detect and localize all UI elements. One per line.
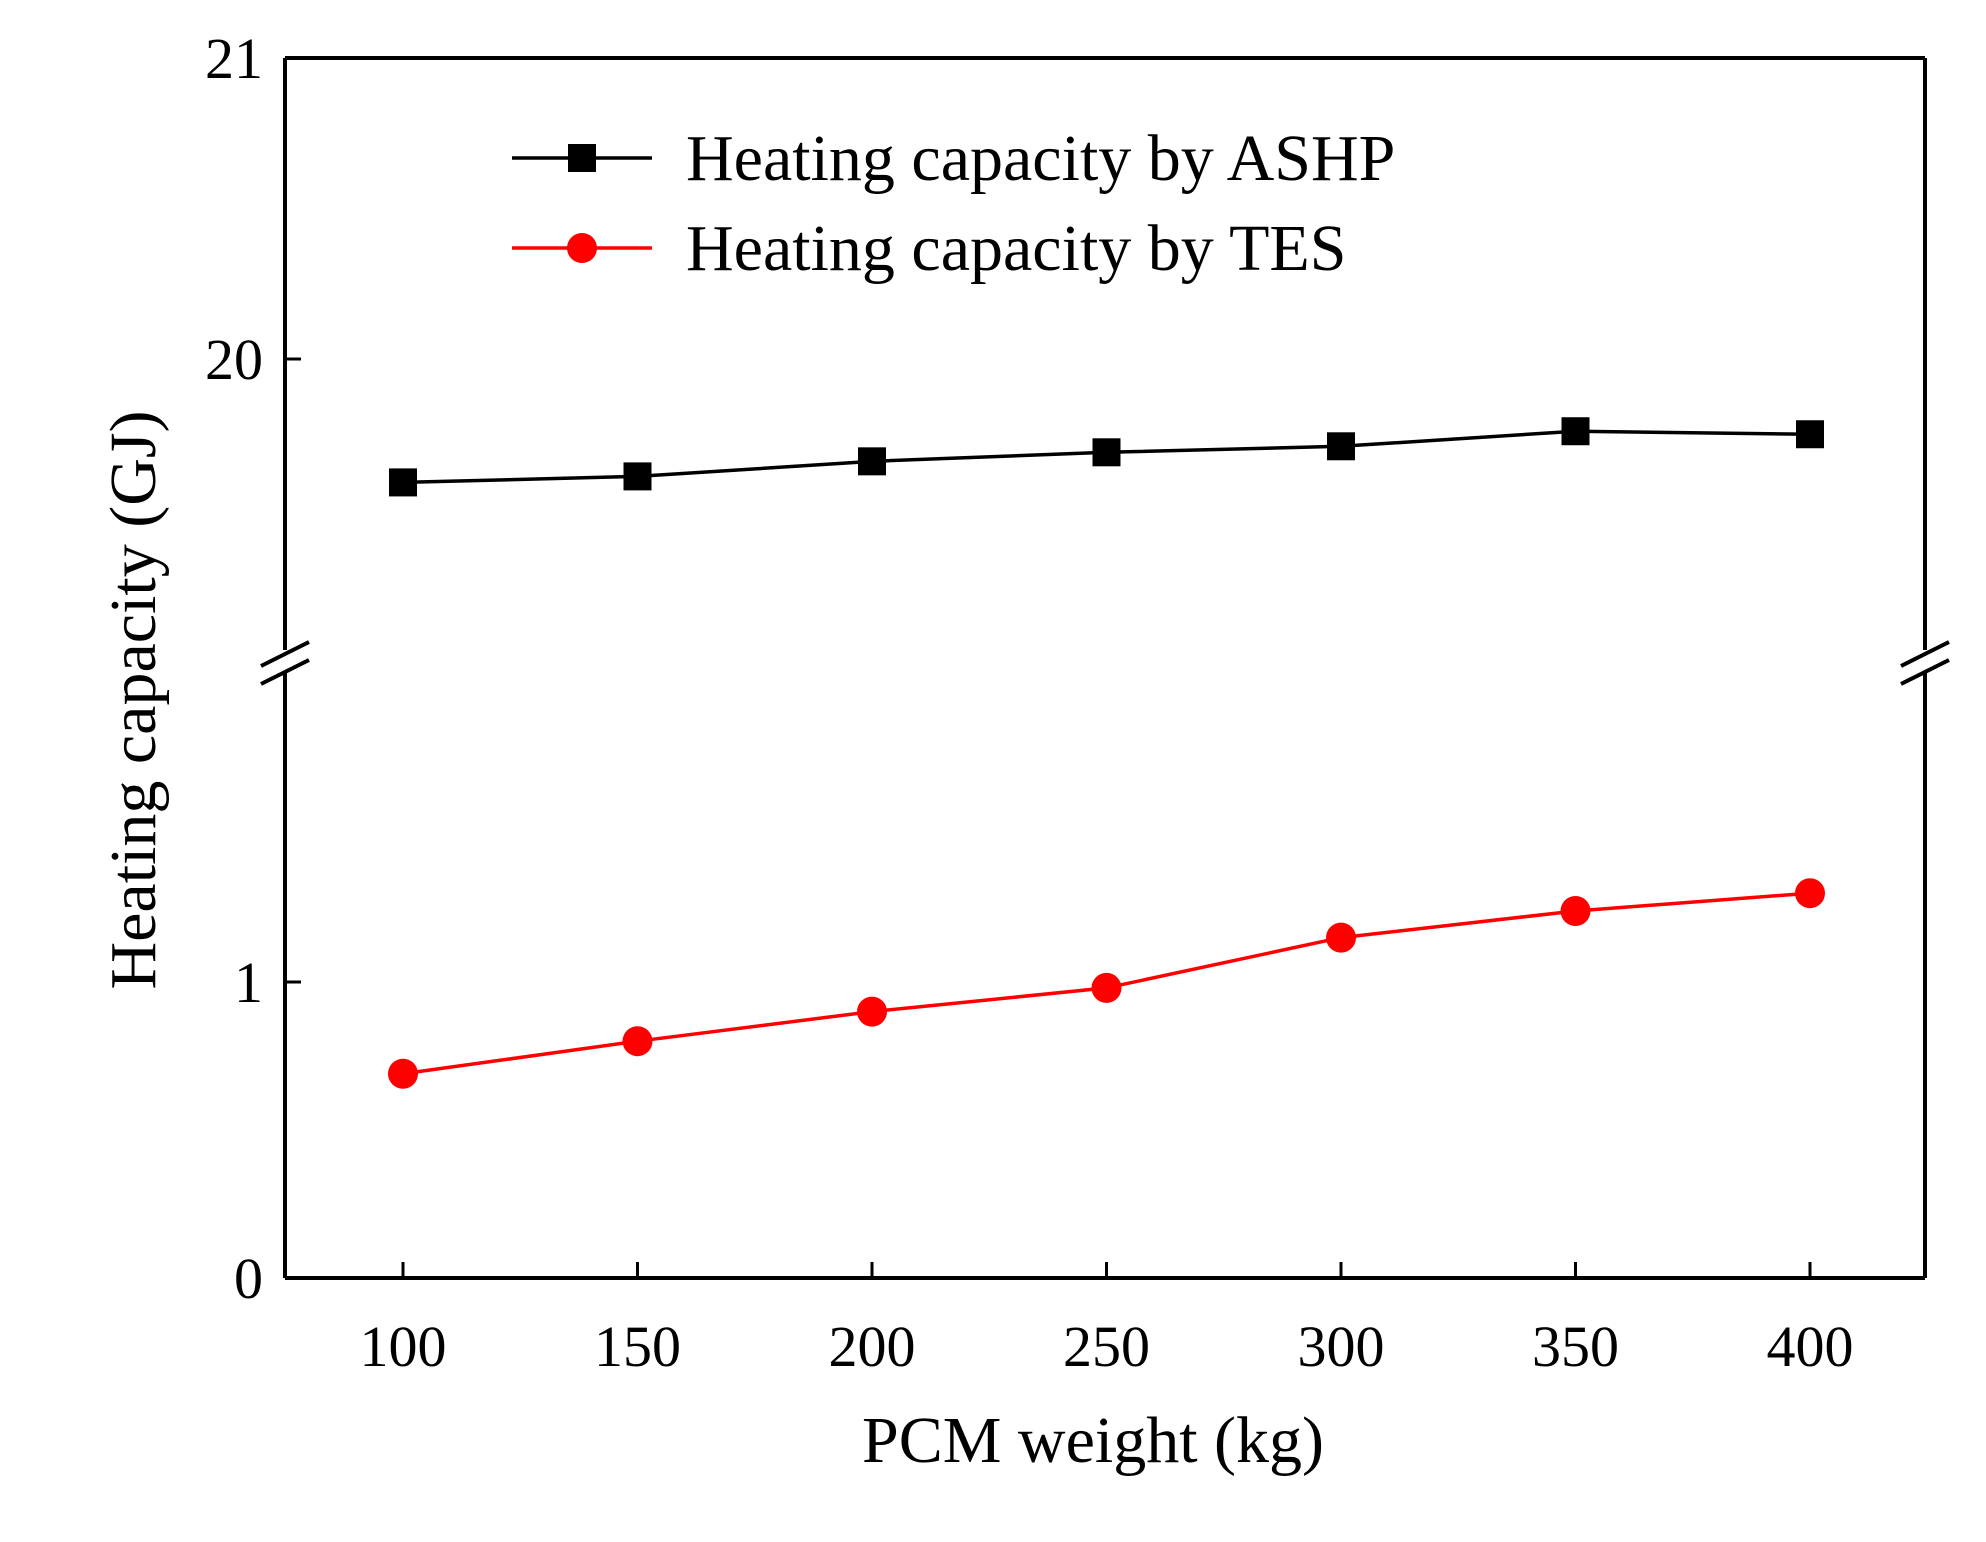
series-1-point [1796,420,1824,449]
series-1-point [1561,417,1590,446]
x-tick-label: 400 [1767,1314,1854,1379]
x-tick-label: 300 [1298,1314,1385,1379]
series-layer [388,417,1825,1089]
axis-break-left-a [260,640,310,668]
legend-marker-square [568,144,596,172]
series-1-point [623,462,652,491]
y-tick-label: 1 [234,950,263,1015]
series-1-point [858,447,886,476]
y-axis-title: Heating capacity (GJ) [97,410,170,989]
series-2-point [1560,895,1591,926]
x-axis-title: PCM weight (kg) [862,1404,1324,1477]
legend-marker-circle [567,233,597,263]
axis-break-left-b [260,658,310,686]
axes: 100 150 200 250 300 350 400 0 1 20 21 [205,26,1950,1379]
x-tick-label: 350 [1532,1314,1619,1379]
legend: Heating capacity by ASHP Heating capacity… [512,122,1395,285]
legend-label-1: Heating capacity by ASHP [686,122,1395,195]
series-2-point [1326,922,1356,953]
x-tick-label: 200 [829,1314,916,1379]
series-2-point [857,996,887,1027]
axis-break-right-a [1900,640,1950,668]
series-2-point [388,1058,418,1089]
series-1-point [1327,432,1355,461]
axis-break-right-b [1900,658,1950,686]
series-2-point [1091,972,1122,1003]
series-2-point [622,1026,653,1057]
legend-label-2: Heating capacity by TES [686,212,1346,285]
y-tick-label: 21 [205,26,263,91]
y-tick-label: 0 [234,1246,263,1311]
series-2-point [1795,878,1825,909]
series-1-point [1092,438,1121,467]
y-tick-label: 20 [205,327,263,392]
series-1-point [389,468,417,497]
x-tick-label: 250 [1063,1314,1150,1379]
x-tick-label: 100 [360,1314,447,1379]
x-tick-label: 150 [594,1314,681,1379]
